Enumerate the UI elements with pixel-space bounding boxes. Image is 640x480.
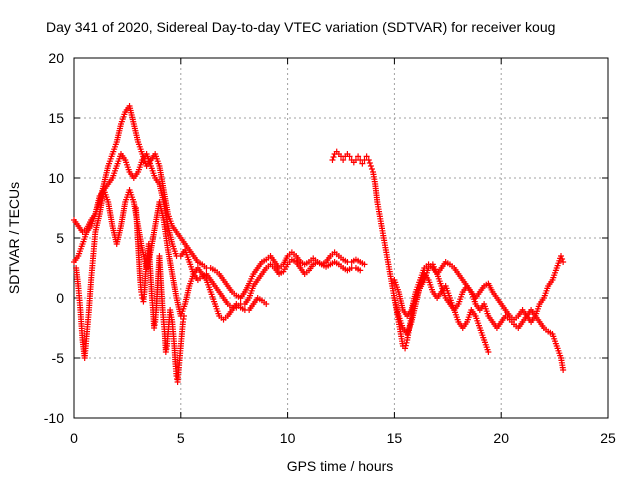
data-point [402, 345, 409, 352]
x-tick-label: 10 [280, 430, 296, 446]
data-point-fill [330, 154, 337, 160]
data-point [361, 261, 368, 268]
data-point [340, 157, 347, 163]
data-point [365, 157, 372, 163]
x-tick-label: 20 [493, 430, 509, 446]
data-point [560, 367, 567, 373]
axis-ticks: 0 5 10 15 20 25 -10 -5 0 5 10 15 20 [44, 50, 616, 446]
data-point-fill [366, 160, 373, 166]
data-point [329, 157, 336, 163]
series-track-f [391, 271, 492, 355]
x-tick-label: 15 [387, 430, 403, 446]
x-axis-label: GPS time / hours [287, 458, 394, 474]
series-spikes [132, 205, 188, 385]
series-track-a [71, 103, 368, 301]
data-point-fill [403, 339, 410, 346]
data-point [560, 259, 567, 265]
data-point [485, 349, 492, 355]
series-track-c [73, 187, 270, 361]
data-point [346, 153, 353, 160]
y-tick-label: 0 [56, 290, 64, 306]
x-tick-label: 25 [600, 430, 616, 446]
y-tick-label: 5 [56, 230, 64, 246]
y-tick-label: -10 [44, 410, 64, 426]
data-point-fill [368, 166, 375, 172]
data-point [263, 301, 270, 307]
y-tick-label: 15 [48, 110, 64, 126]
x-tick-label: 5 [177, 430, 185, 446]
data-point [355, 153, 362, 160]
y-tick-label: 20 [48, 50, 64, 66]
data-point [181, 313, 188, 319]
data-point [558, 253, 565, 259]
data-marks [71, 103, 567, 385]
data-point [359, 160, 366, 167]
chart-title: Day 341 of 2020, Sidereal Day-to-day VTE… [46, 19, 555, 35]
data-point-fill [402, 342, 409, 349]
grid-lines [74, 58, 608, 418]
y-tick-label: -5 [52, 350, 65, 366]
series-track-e [391, 253, 567, 325]
x-tick-label: 0 [70, 430, 78, 446]
data-point [367, 163, 374, 169]
data-point [357, 267, 364, 274]
y-tick-label: 10 [48, 170, 64, 186]
y-axis-label: SDTVAR / TECUs [6, 182, 22, 294]
data-point-fill [559, 256, 566, 262]
data-point [363, 153, 370, 160]
